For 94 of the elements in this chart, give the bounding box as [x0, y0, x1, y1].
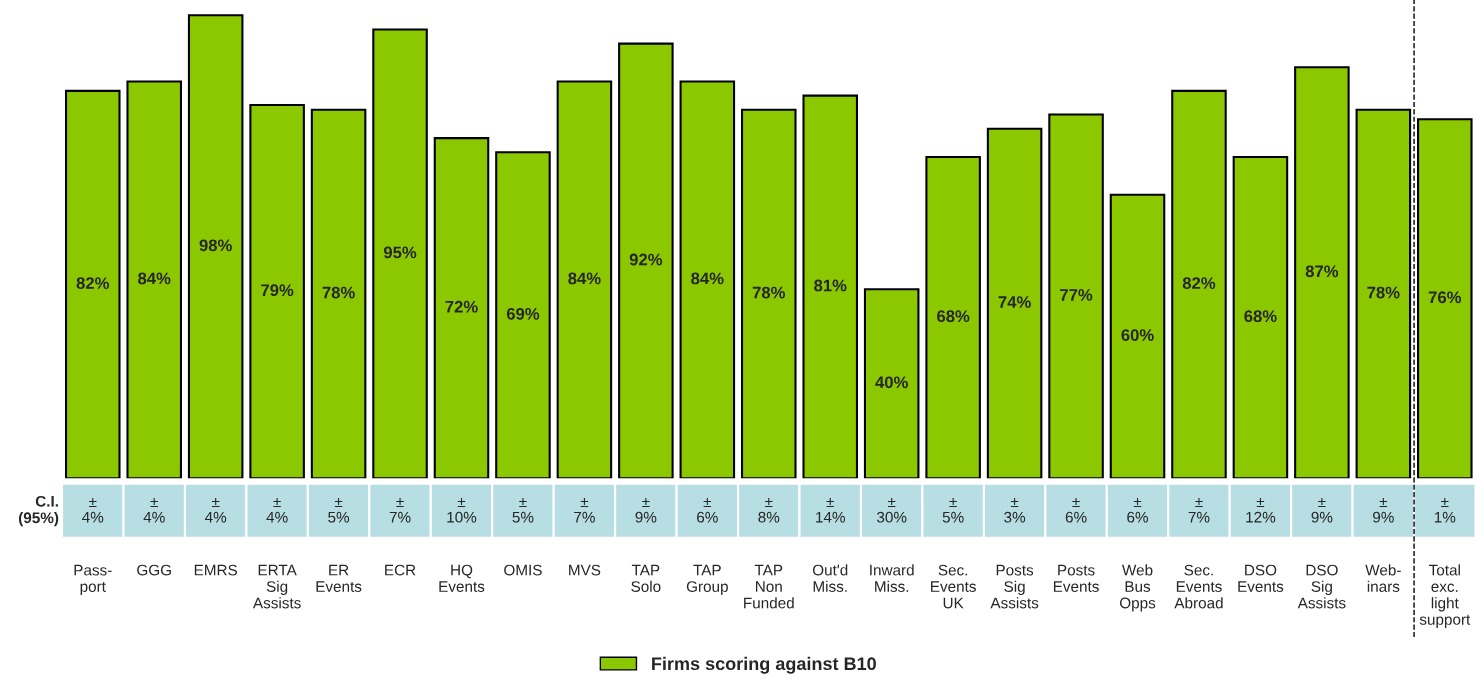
bar [556, 80, 613, 479]
bar [863, 288, 920, 479]
text: ± 12% [1246, 498, 1276, 523]
x-tick-label: Total exc. light support [1419, 564, 1471, 628]
data-label: 69% [506, 307, 540, 320]
x-tick-label: GGG [137, 564, 171, 576]
bar [64, 89, 121, 479]
x-tick-label: EMRS [194, 564, 238, 576]
x-tick-label: Web- inars [1365, 564, 1401, 592]
text: ± 1% [1434, 498, 1456, 523]
x-tick-label: Posts Events [1053, 564, 1099, 592]
bar [126, 80, 182, 479]
text: ± 5% [512, 498, 534, 523]
data-label: 76% [1428, 291, 1462, 304]
bar [1109, 193, 1166, 479]
bar [618, 42, 674, 479]
bar [1171, 89, 1227, 479]
x-tick-label: Inward Miss. [870, 564, 914, 592]
text: ± 9% [1311, 498, 1333, 523]
x-tick-label: Sec. Events Abroad [1174, 564, 1223, 609]
legend-label: Firms scoring against B10 [652, 656, 876, 674]
bar [310, 108, 367, 479]
bar [495, 151, 551, 479]
text: ± 3% [1004, 498, 1026, 523]
text: ± 4% [266, 498, 288, 523]
data-label: 84% [691, 272, 724, 285]
data-label: 84% [138, 272, 171, 285]
text: ± 9% [1373, 498, 1394, 523]
text: ± 6% [1127, 498, 1149, 523]
data-label: 79% [261, 284, 294, 297]
x-tick-label: MVS [569, 564, 601, 576]
bar [986, 127, 1043, 479]
data-label: 68% [937, 310, 970, 323]
x-tick-label: DSO Sig Assists [1297, 564, 1346, 609]
bar [187, 14, 244, 479]
text: C.I. (95%) [18, 495, 59, 527]
data-label: 82% [1182, 277, 1216, 290]
bar [1232, 155, 1289, 479]
data-label: 60% [1121, 329, 1154, 341]
x-tick-label: OMIS [504, 564, 542, 576]
x-tick-label: Posts Sig Assists [990, 564, 1039, 609]
text: ± 10% [447, 498, 477, 523]
data-label: 40% [875, 376, 908, 389]
bar [249, 104, 305, 479]
data-label: 81% [814, 279, 847, 292]
text: ± 7% [389, 498, 411, 523]
data-label: 87% [1305, 265, 1339, 278]
text: ± 4% [143, 498, 165, 523]
text: ± 5% [328, 498, 350, 523]
text: ± 6% [697, 498, 718, 523]
data-label: 78% [752, 286, 786, 299]
x-tick-label: ERTA Sig Assists [252, 564, 301, 609]
data-label: 68% [1244, 310, 1277, 323]
data-label: 77% [1060, 289, 1093, 301]
bar [1294, 66, 1350, 479]
x-tick-label: TAP Solo [631, 564, 661, 592]
x-tick-label: Out'd Miss. [812, 564, 848, 592]
bar [433, 137, 490, 479]
bar [802, 94, 859, 479]
data-label: 84% [568, 272, 601, 285]
bar [1417, 118, 1473, 479]
data-label: 95% [383, 246, 417, 259]
text: ± 8% [758, 498, 780, 523]
data-label: 82% [76, 277, 109, 290]
text: ± 30% [876, 498, 907, 523]
data-label: 74% [998, 296, 1031, 308]
x-tick-label: TAP Non Funded [744, 564, 794, 609]
text: ± 4% [204, 498, 227, 523]
data-label: 92% [629, 253, 663, 266]
x-tick-label: TAP Group [686, 564, 728, 595]
x-tick-label: Pass- port [74, 564, 112, 595]
x-tick-label: ER Events [316, 564, 362, 592]
bar [1355, 108, 1412, 479]
text: ± 9% [635, 498, 657, 523]
data-label: 78% [1367, 286, 1400, 299]
x-tick-label: Sec. Events UK [931, 564, 976, 609]
x-tick-label: HQ Events [439, 564, 485, 592]
x-tick-label: ECR [385, 564, 416, 576]
bar [741, 108, 797, 479]
text: ± 6% [1065, 498, 1087, 523]
bar [679, 80, 736, 479]
data-label: 78% [322, 286, 355, 299]
bar [1048, 113, 1104, 479]
data-label: 72% [445, 300, 478, 313]
text: ± 5% [942, 498, 964, 523]
x-tick-label: Web Bus Opps [1119, 564, 1156, 612]
data-label: 98% [199, 239, 232, 252]
bar [372, 28, 428, 479]
text: ± 14% [816, 498, 845, 523]
text: ± 7% [1188, 498, 1210, 523]
text: ± 7% [574, 498, 595, 523]
bar [925, 155, 981, 479]
x-tick-label: DSO Events [1238, 564, 1284, 592]
text: ± 4% [82, 498, 104, 523]
